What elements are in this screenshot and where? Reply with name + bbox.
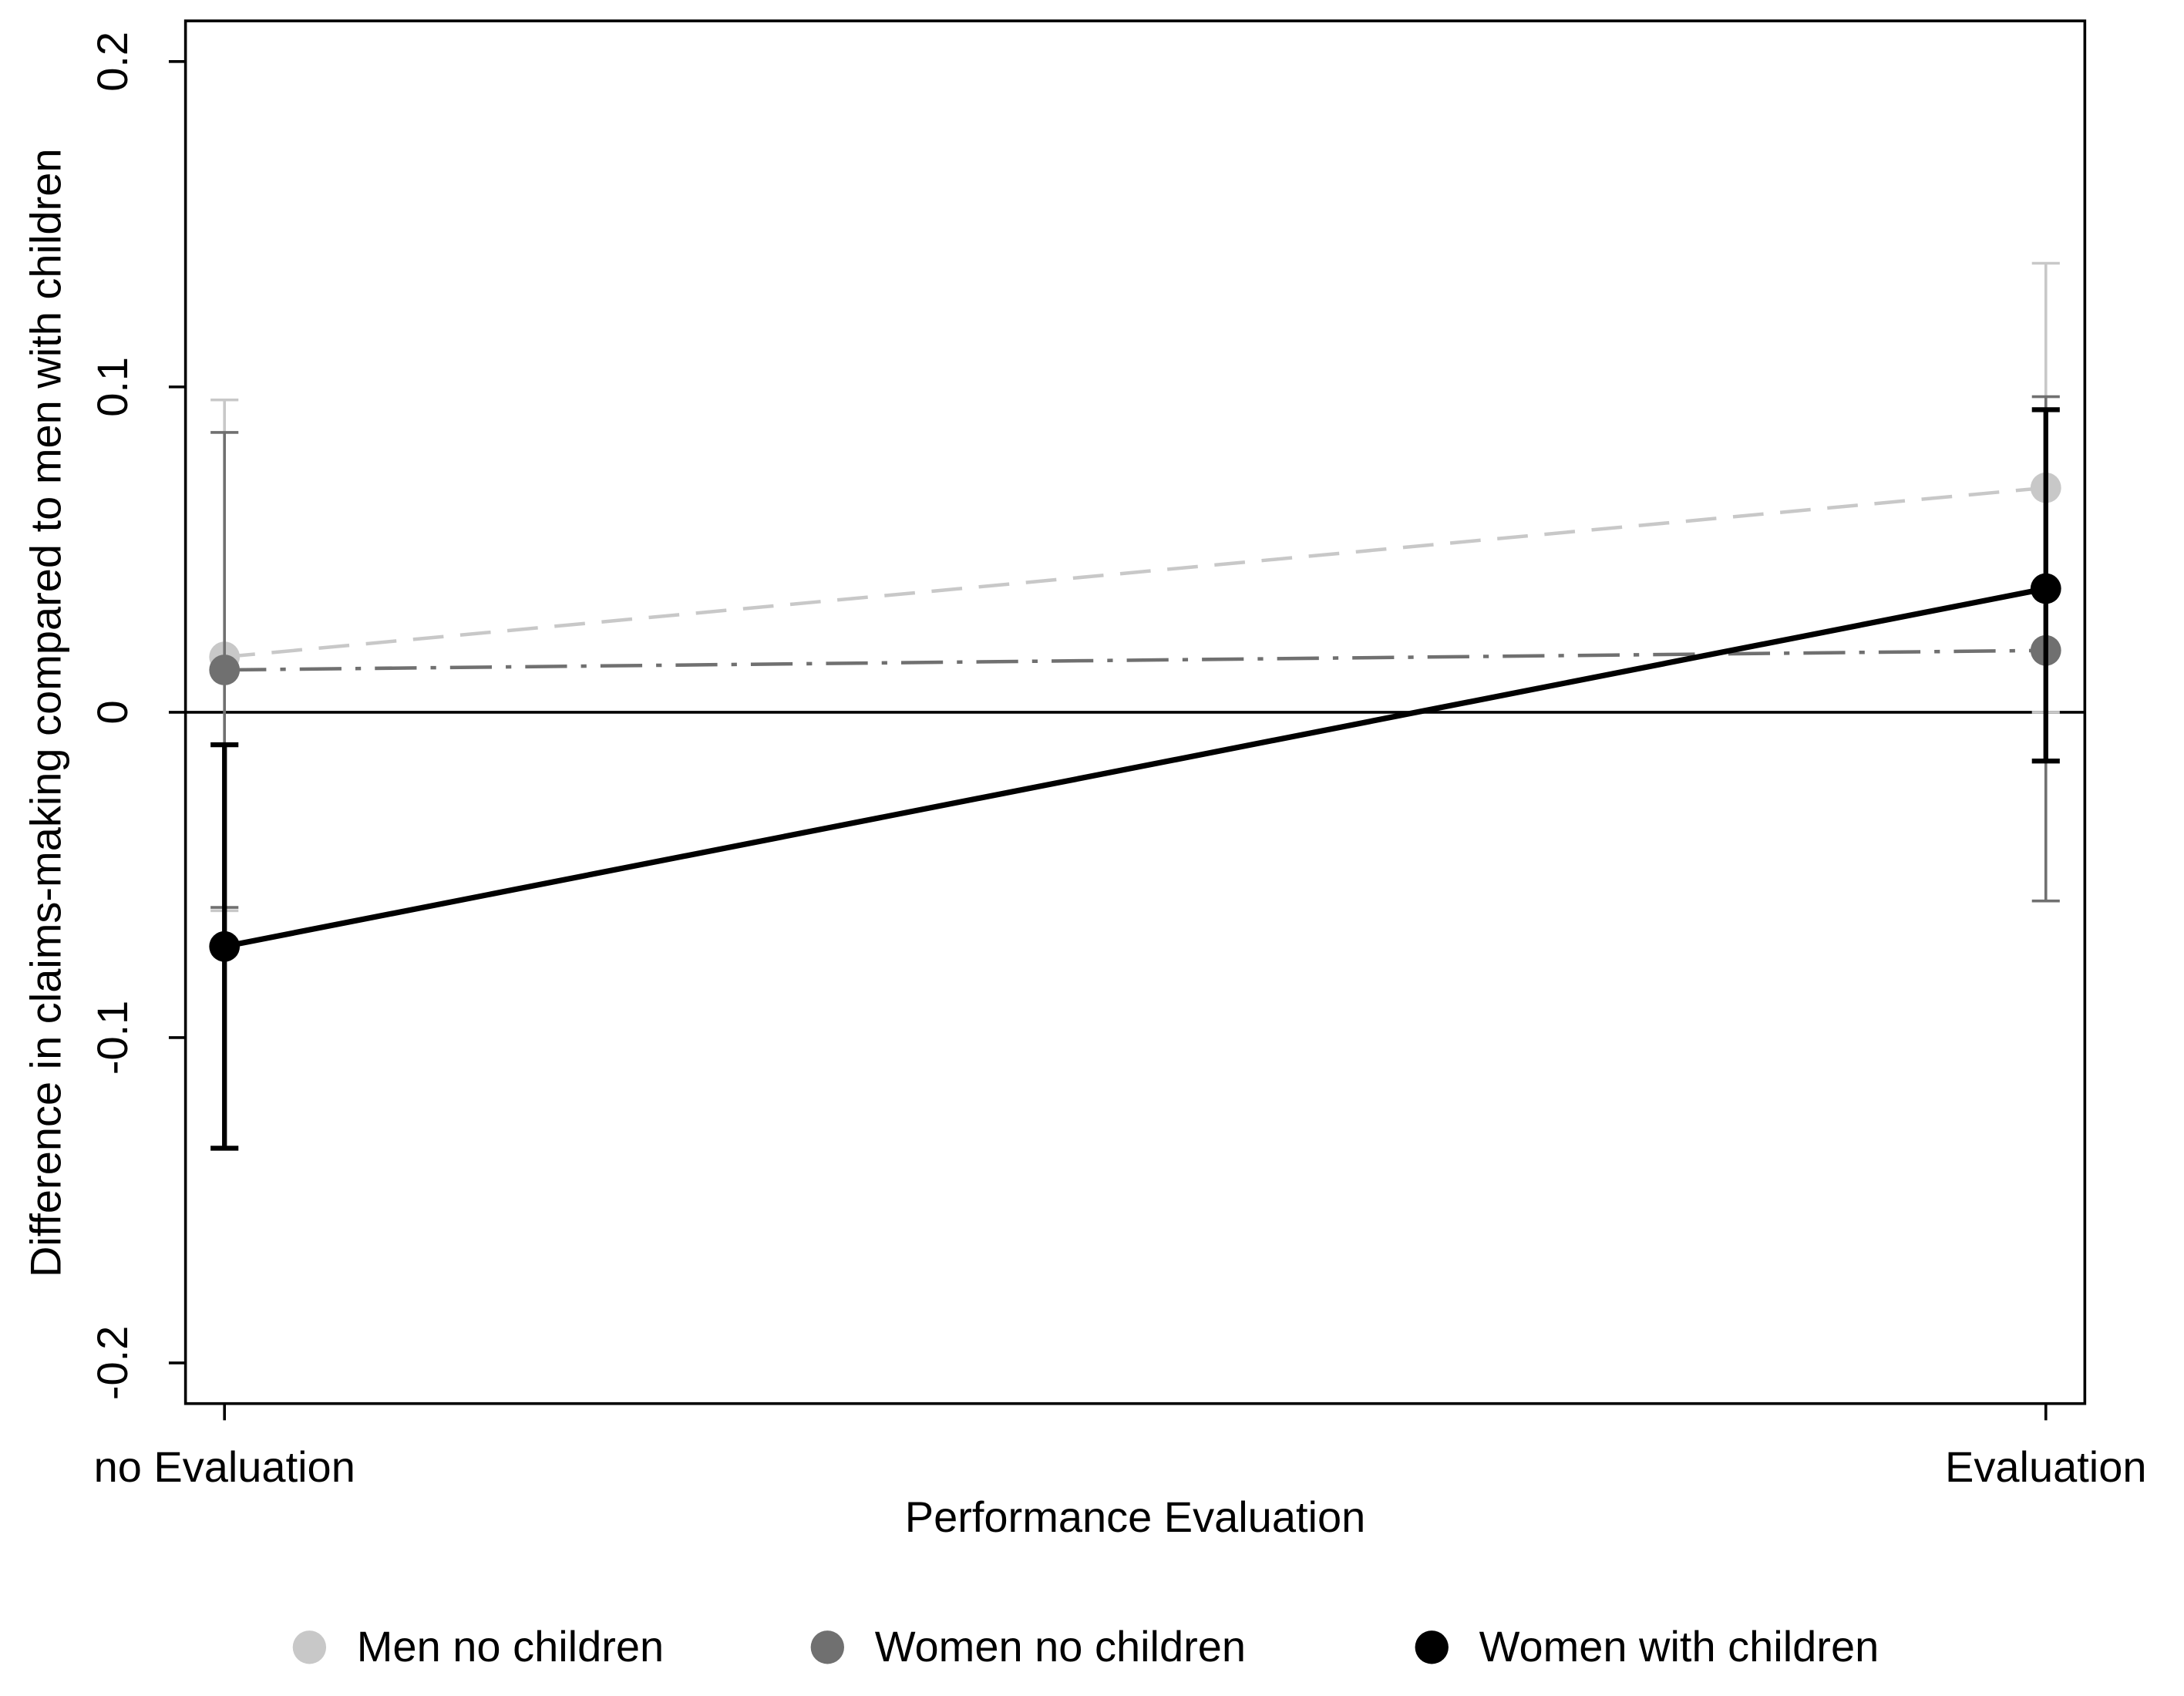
series-line	[224, 585, 2047, 950]
y-tick-label: -0.1	[88, 1001, 136, 1075]
y-tick-label: 0.1	[88, 357, 136, 417]
legend-marker	[292, 1630, 327, 1664]
point	[209, 930, 241, 962]
series-line	[224, 648, 2046, 672]
x-tick-label: Evaluation	[1945, 1442, 2146, 1491]
y-tick-label: -0.2	[88, 1326, 136, 1400]
legend-label: Women no children	[875, 1622, 1246, 1671]
legend-marker	[1415, 1630, 1449, 1664]
legend-label: Men no children	[357, 1622, 664, 1671]
x-axis-label: Performance Evaluation	[905, 1492, 1366, 1541]
legend-marker	[810, 1630, 844, 1664]
point	[2030, 573, 2061, 604]
point	[209, 655, 241, 685]
y-axis-label: Difference in claims-making compared to …	[21, 149, 69, 1278]
series-line	[224, 486, 2046, 659]
x-tick-label: no Evaluation	[94, 1442, 355, 1491]
legend-label: Women with children	[1479, 1622, 1879, 1671]
y-tick-label: 0	[88, 700, 136, 724]
y-tick-label: 0.2	[88, 32, 136, 92]
